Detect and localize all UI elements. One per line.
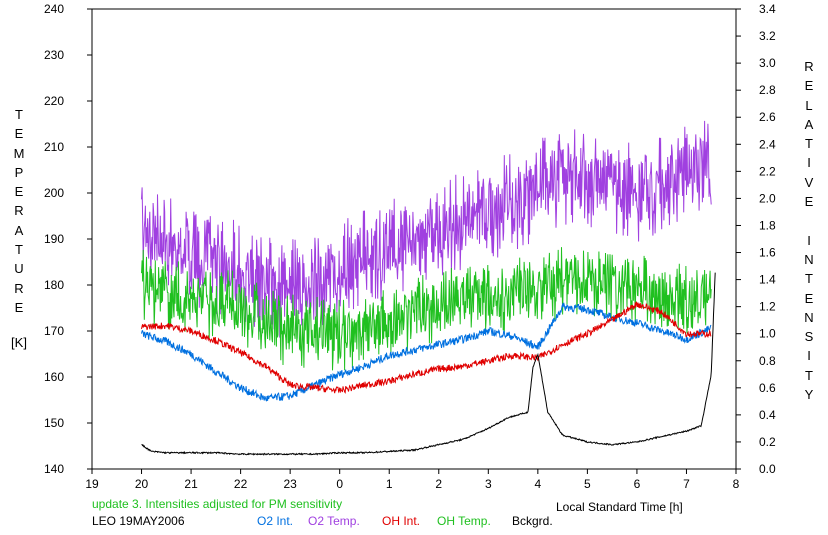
x-tick-label: 2 <box>435 477 442 491</box>
legend-o2-int: O2 Int. <box>257 514 294 528</box>
update-note: update 3. Intensities adjusted for PM se… <box>92 497 343 511</box>
x-tick-label: 8 <box>733 477 740 491</box>
x-tick-label: 22 <box>234 477 248 491</box>
x-tick-label: 6 <box>634 477 641 491</box>
y-axis-left-label-letter: T <box>15 107 23 122</box>
y-right-tick-label: 1.4 <box>759 273 776 287</box>
x-tick-label: 3 <box>485 477 492 491</box>
x-tick-label: 7 <box>683 477 690 491</box>
y-left-tick-label: 200 <box>44 186 64 200</box>
y-left-tick-label: 170 <box>44 324 64 338</box>
y-axis-left-label-letter: E <box>14 184 24 200</box>
x-axis-label: Local Standard Time [h] <box>556 500 683 514</box>
y-right-tick-label: 1.8 <box>759 218 776 232</box>
y-left-tick-label: 180 <box>44 278 64 292</box>
y-left-tick-label: 240 <box>44 2 64 16</box>
y-left-tick-label: 160 <box>44 370 64 384</box>
y-axis-right-label-letter: T <box>805 136 813 152</box>
y-left-tick-label: 190 <box>44 232 64 246</box>
y-right-tick-label: 3.0 <box>759 56 776 70</box>
y-axis-left-label-letter: R <box>14 280 24 296</box>
y-axis-right-label-letter: E <box>804 78 814 94</box>
y-right-tick-label: 0.0 <box>759 462 776 476</box>
y-axis-right-label-letter: A <box>804 116 814 132</box>
y-axis-right-label-letter: I <box>807 348 811 364</box>
y-axis-left-label-letter: E <box>14 126 24 142</box>
legend-oh-int: OH Int. <box>382 514 421 528</box>
y-left-tick-label: 230 <box>44 48 64 62</box>
y-axis-right-label-letter: T <box>805 367 813 383</box>
y-right-tick-label: 0.2 <box>759 435 776 449</box>
x-tick-label: 5 <box>584 477 591 491</box>
y-axis-right-label-letter: I <box>807 232 811 248</box>
x-tick-label: 23 <box>283 477 297 491</box>
legend-bckgrd: Bckgrd. <box>512 514 553 528</box>
y-right-tick-label: 2.0 <box>759 191 776 205</box>
x-tick-label: 20 <box>135 477 149 491</box>
y-right-tick-label: 3.2 <box>759 29 776 43</box>
y-left-tick-label: 150 <box>44 416 64 430</box>
legend-o2-temp: O2 Temp. <box>308 514 360 528</box>
y-axis-right-label-letter: I <box>807 155 811 171</box>
y-axis-right-label-letter <box>798 211 820 230</box>
y-right-tick-label: 2.2 <box>759 164 776 178</box>
y-axis-right-label-letter: S <box>804 329 814 345</box>
y-left-tick-label: 220 <box>44 94 64 108</box>
station-date: LEO 19MAY2006 <box>92 514 185 528</box>
y-axis-right-label-letter: E <box>804 290 814 306</box>
series-line-o2-temp <box>141 120 712 338</box>
y-right-tick-label: 0.8 <box>759 354 776 368</box>
y-right-tick-label: 1.0 <box>759 327 776 341</box>
x-tick-label: 21 <box>184 477 198 491</box>
y-axis-left-label-letter: P <box>14 164 24 180</box>
y-axis-right-label-letter: Y <box>804 387 814 403</box>
y-right-tick-label: 0.4 <box>759 408 776 422</box>
y-axis-right-label-letter: E <box>804 194 814 210</box>
y-right-tick-label: 0.6 <box>759 381 776 395</box>
y-right-tick-label: 3.4 <box>759 2 776 16</box>
series-line-oh-temp <box>141 247 712 371</box>
y-left-tick-label: 140 <box>44 462 64 476</box>
y-axis-left-label-letter: A <box>14 222 24 238</box>
y-right-tick-label: 1.2 <box>759 300 776 314</box>
y-axis-left-label-letter: T <box>15 242 23 258</box>
y-axis-right-label-letter: N <box>804 309 814 325</box>
y-right-tick-label: 1.6 <box>759 246 776 260</box>
y-axis-left-unit: [K] <box>11 335 27 351</box>
y-axis-right-label-letter: L <box>805 97 813 113</box>
series-line-oh-int <box>141 301 712 394</box>
x-tick-label: 0 <box>336 477 343 491</box>
y-right-tick-label: 2.6 <box>759 110 776 124</box>
y-axis-right-label-letter: R <box>804 59 814 74</box>
series-line-bckgrd <box>141 272 716 456</box>
x-tick-label: 1 <box>386 477 393 491</box>
y-axis-left-label-letter: E <box>14 299 24 315</box>
legend-oh-temp: OH Temp. <box>437 514 491 528</box>
y-axis-right-label-letter: V <box>804 174 814 190</box>
y-right-tick-label: 2.4 <box>759 137 776 151</box>
x-tick-label: 19 <box>85 477 99 491</box>
y-right-tick-label: 2.8 <box>759 83 776 97</box>
y-axis-left-label-letter: U <box>14 261 24 277</box>
y-axis-left-label-letter: R <box>14 203 24 219</box>
x-tick-label: 4 <box>535 477 542 491</box>
y-axis-right-label-letter: N <box>804 251 814 267</box>
y-left-tick-label: 210 <box>44 140 64 154</box>
y-axis-right-label-letter: T <box>805 271 813 287</box>
y-axis-left-label: T E M P E R A T U R E [K] <box>8 105 30 353</box>
y-axis-left-label-letter: M <box>13 145 25 161</box>
